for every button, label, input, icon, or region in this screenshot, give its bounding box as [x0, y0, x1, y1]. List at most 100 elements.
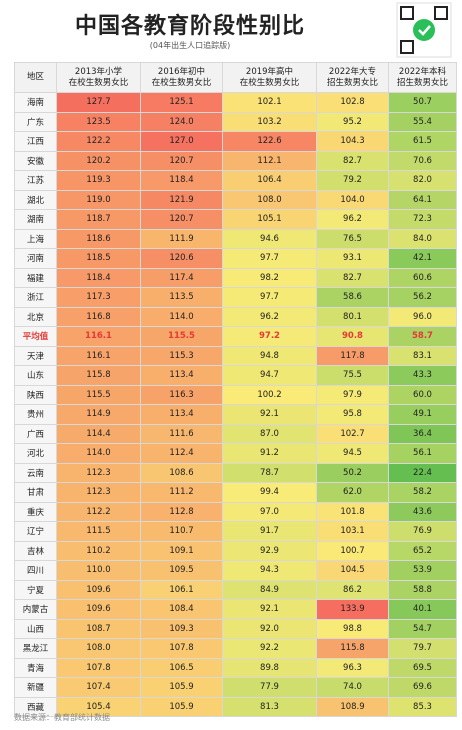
value-cell: 94.6: [222, 228, 317, 249]
value-cell: 97.7: [222, 287, 317, 308]
value-cell: 106.1: [140, 579, 223, 600]
title: 中国各教育阶段性别比: [74, 14, 305, 39]
value-cell: 64.1: [388, 189, 457, 210]
value-cell: 108.0: [222, 189, 317, 210]
value-cell: 99.4: [222, 482, 317, 503]
value-cell: 117.4: [140, 267, 223, 288]
region-cell: 内蒙古: [14, 599, 57, 620]
value-cell: 96.2: [222, 306, 317, 327]
value-cell: 94.7: [222, 365, 317, 386]
value-cell: 80.1: [316, 306, 389, 327]
value-cell: 114.0: [56, 443, 141, 464]
value-cell: 103.1: [316, 521, 389, 542]
subtitle: (04年出生人口追踪版): [149, 41, 231, 50]
value-cell: 112.3: [56, 482, 141, 503]
table-row: 福建 118.4 117.4 98.2 82.7 60.6: [14, 267, 457, 288]
value-cell: 116.3: [140, 384, 223, 405]
value-cell: 103.2: [222, 111, 317, 132]
column-header: 2022年大专 招生数男女比: [316, 62, 389, 93]
region-cell: 云南: [14, 462, 57, 483]
value-cell: 92.2: [222, 638, 317, 659]
value-cell: 76.5: [316, 228, 389, 249]
value-cell: 49.1: [388, 404, 457, 425]
value-cell: 97.0: [222, 501, 317, 522]
table-row: 宁夏 109.6 106.1 84.9 86.2 58.8: [14, 579, 457, 600]
header-line: 招生数男女比: [326, 77, 378, 88]
value-cell: 127.0: [140, 131, 223, 152]
value-cell: 36.4: [388, 423, 457, 444]
header-line: 2016年初中: [157, 66, 206, 77]
value-cell: 97.9: [316, 384, 389, 405]
value-cell: 43.3: [388, 365, 457, 386]
value-cell: 72.3: [388, 209, 457, 230]
value-cell: 89.8: [222, 657, 317, 678]
value-cell: 74.0: [316, 677, 389, 698]
region-cell: 天津: [14, 345, 57, 366]
value-cell: 108.6: [140, 462, 223, 483]
table-row: 江苏 119.3 118.4 106.4 79.2 82.0: [14, 170, 457, 191]
column-header: 2019年高中 在校生数男女比: [222, 62, 317, 93]
value-cell: 40.1: [388, 599, 457, 620]
value-cell: 93.1: [316, 248, 389, 269]
value-cell: 110.0: [56, 560, 141, 581]
value-cell: 117.3: [56, 287, 141, 308]
value-cell: 69.6: [388, 677, 457, 698]
table-row: 广东 123.5 124.0 103.2 95.2 55.4: [14, 111, 457, 132]
region-cell: 河北: [14, 443, 57, 464]
value-cell: 108.9: [316, 696, 389, 717]
value-cell: 107.8: [140, 638, 223, 659]
value-cell: 92.9: [222, 540, 317, 561]
region-cell: 浙江: [14, 287, 57, 308]
table-row: 黑龙江 108.0 107.8 92.2 115.8 79.7: [14, 638, 457, 659]
table-row: 湖南 118.7 120.7 105.1 96.2 72.3: [14, 209, 457, 230]
value-cell: 119.0: [56, 189, 141, 210]
region-cell: 吉林: [14, 540, 57, 561]
region-cell: 宁夏: [14, 579, 57, 600]
value-cell: 65.2: [388, 540, 457, 561]
region-cell: 北京: [14, 306, 57, 327]
value-cell: 113.5: [140, 287, 223, 308]
value-cell: 108.0: [56, 638, 141, 659]
value-cell: 109.5: [140, 560, 223, 581]
value-cell: 112.3: [56, 462, 141, 483]
table-row: 陕西 115.5 116.3 100.2 97.9 60.0: [14, 384, 457, 405]
value-cell: 90.8: [316, 326, 389, 347]
value-cell: 114.9: [56, 404, 141, 425]
value-cell: 101.8: [316, 501, 389, 522]
region-cell: 山西: [14, 618, 57, 639]
region-cell: 甘肃: [14, 482, 57, 503]
value-cell: 22.4: [388, 462, 457, 483]
value-cell: 87.0: [222, 423, 317, 444]
value-cell: 105.1: [222, 209, 317, 230]
table-row: 河南 118.5 120.6 97.7 93.1 42.1: [14, 248, 457, 269]
value-cell: 82.7: [316, 267, 389, 288]
value-cell: 43.6: [388, 501, 457, 522]
region-cell: 西藏: [14, 696, 57, 717]
value-cell: 60.6: [388, 267, 457, 288]
value-cell: 83.1: [388, 345, 457, 366]
value-cell: 111.9: [140, 228, 223, 249]
value-cell: 100.7: [316, 540, 389, 561]
value-cell: 94.3: [222, 560, 317, 581]
value-cell: 91.2: [222, 443, 317, 464]
value-cell: 109.6: [56, 599, 141, 620]
table-row: 江西 122.2 127.0 122.6 104.3 61.5: [14, 131, 457, 152]
value-cell: 60.0: [388, 384, 457, 405]
value-cell: 77.9: [222, 677, 317, 698]
value-cell: 62.0: [316, 482, 389, 503]
value-cell: 97.7: [222, 248, 317, 269]
table-row: 海南 127.7 125.1 102.1 102.8 50.7: [14, 92, 457, 113]
value-cell: 104.0: [316, 189, 389, 210]
region-cell: 青海: [14, 657, 57, 678]
value-cell: 115.8: [56, 365, 141, 386]
value-cell: 84.0: [388, 228, 457, 249]
value-cell: 50.2: [316, 462, 389, 483]
value-cell: 58.8: [388, 579, 457, 600]
value-cell: 95.2: [316, 111, 389, 132]
value-cell: 84.9: [222, 579, 317, 600]
table-row: 平均值 116.1 115.5 97.2 90.8 58.7: [14, 326, 457, 347]
value-cell: 120.7: [140, 209, 223, 230]
value-cell: 106.5: [140, 657, 223, 678]
value-cell: 118.6: [56, 228, 141, 249]
value-cell: 104.3: [316, 131, 389, 152]
